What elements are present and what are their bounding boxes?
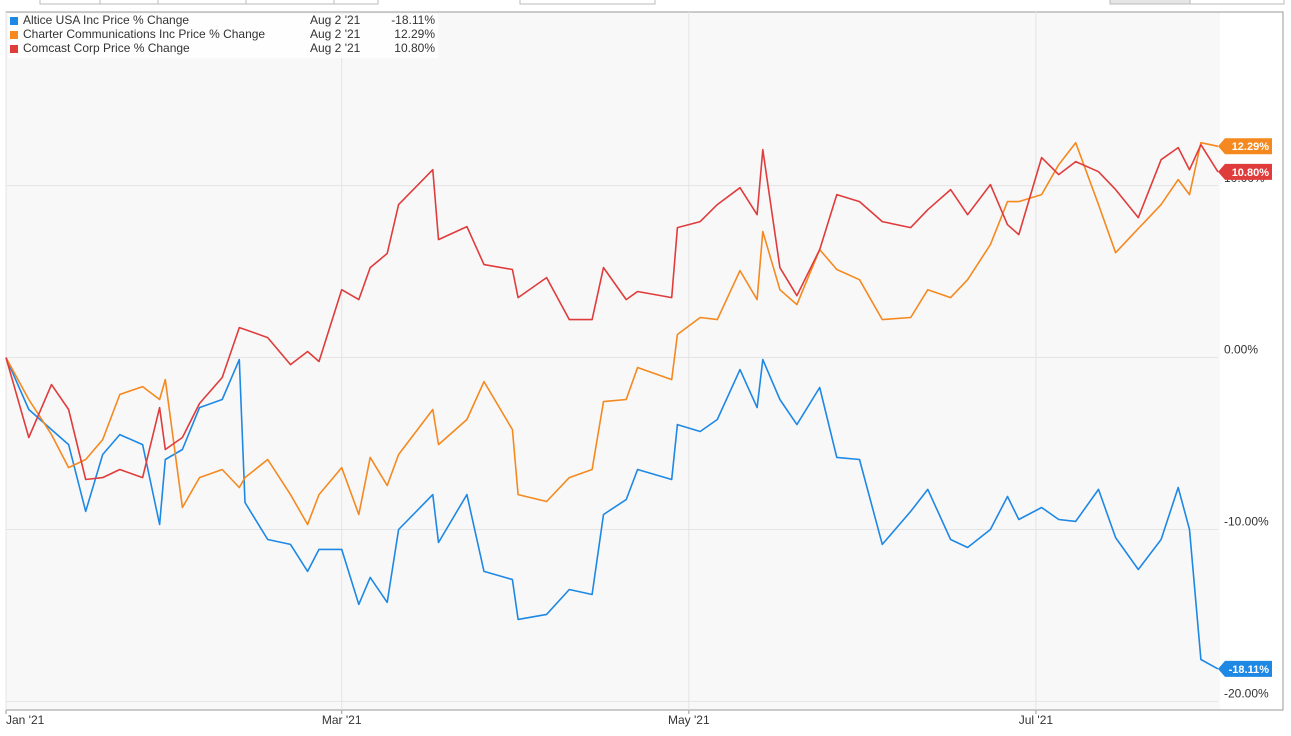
legend-date: Aug 2 '21 [310,41,361,55]
x-tick-label: Mar '21 [322,713,362,727]
toolbar-button[interactable] [1109,0,1191,5]
series-line [5,143,1219,481]
legend-label: Comcast Corp Price % Change [23,41,190,55]
toolbar-button[interactable] [245,0,335,5]
y-tick-label: 0.00% [1224,343,1258,357]
legend-label: Charter Communications Inc Price % Chang… [23,27,265,41]
series-line [5,141,1219,526]
end-label: 12.29% [1218,138,1272,155]
legend-swatch [10,17,18,25]
toolbar-button[interactable] [333,0,379,5]
x-tick-label: May '21 [668,713,710,727]
toolbar-button[interactable] [519,0,656,5]
series-line [5,357,1219,670]
toolbar-button[interactable] [1189,0,1285,5]
grid [5,12,1218,710]
toolbar-button[interactable] [39,0,101,5]
end-label-tag [1218,138,1272,155]
end-label: -18.11% [1218,660,1272,677]
toolbar-button[interactable] [157,0,247,5]
x-tick-label: Jul '21 [1019,713,1054,727]
legend-date: Aug 2 '21 [310,27,361,41]
end-label-text: 12.29% [1232,141,1270,153]
legend-label: Altice USA Inc Price % Change [23,13,189,27]
legend-value: 12.29% [394,27,435,41]
lines [5,141,1219,670]
plot-area [6,12,1220,710]
end-label-text: -18.11% [1229,664,1270,676]
legend-swatch [10,31,18,39]
x-tick-label: Jan '21 [6,713,45,727]
end-label: 10.80% [1218,163,1272,180]
y-tick-label: -10.00% [1224,515,1269,529]
legend-value: -18.11% [391,13,435,27]
y-tick-label: -20.00% [1224,687,1269,701]
legend-date: Aug 2 '21 [310,13,361,27]
end-label-tag [1218,163,1272,180]
end-label-text: 10.80% [1232,167,1270,179]
toolbar [39,0,1285,5]
toolbar-button[interactable] [99,0,159,5]
legend-background [8,14,438,58]
end-labels: -18.11% 12.29% 10.80% [1218,138,1272,677]
legend-swatch [10,45,18,53]
legend: Altice USA Inc Price % Change Aug 2 '21 -1… [10,13,435,55]
legend-value: 10.80% [394,41,435,55]
end-label-tag [1218,660,1272,677]
